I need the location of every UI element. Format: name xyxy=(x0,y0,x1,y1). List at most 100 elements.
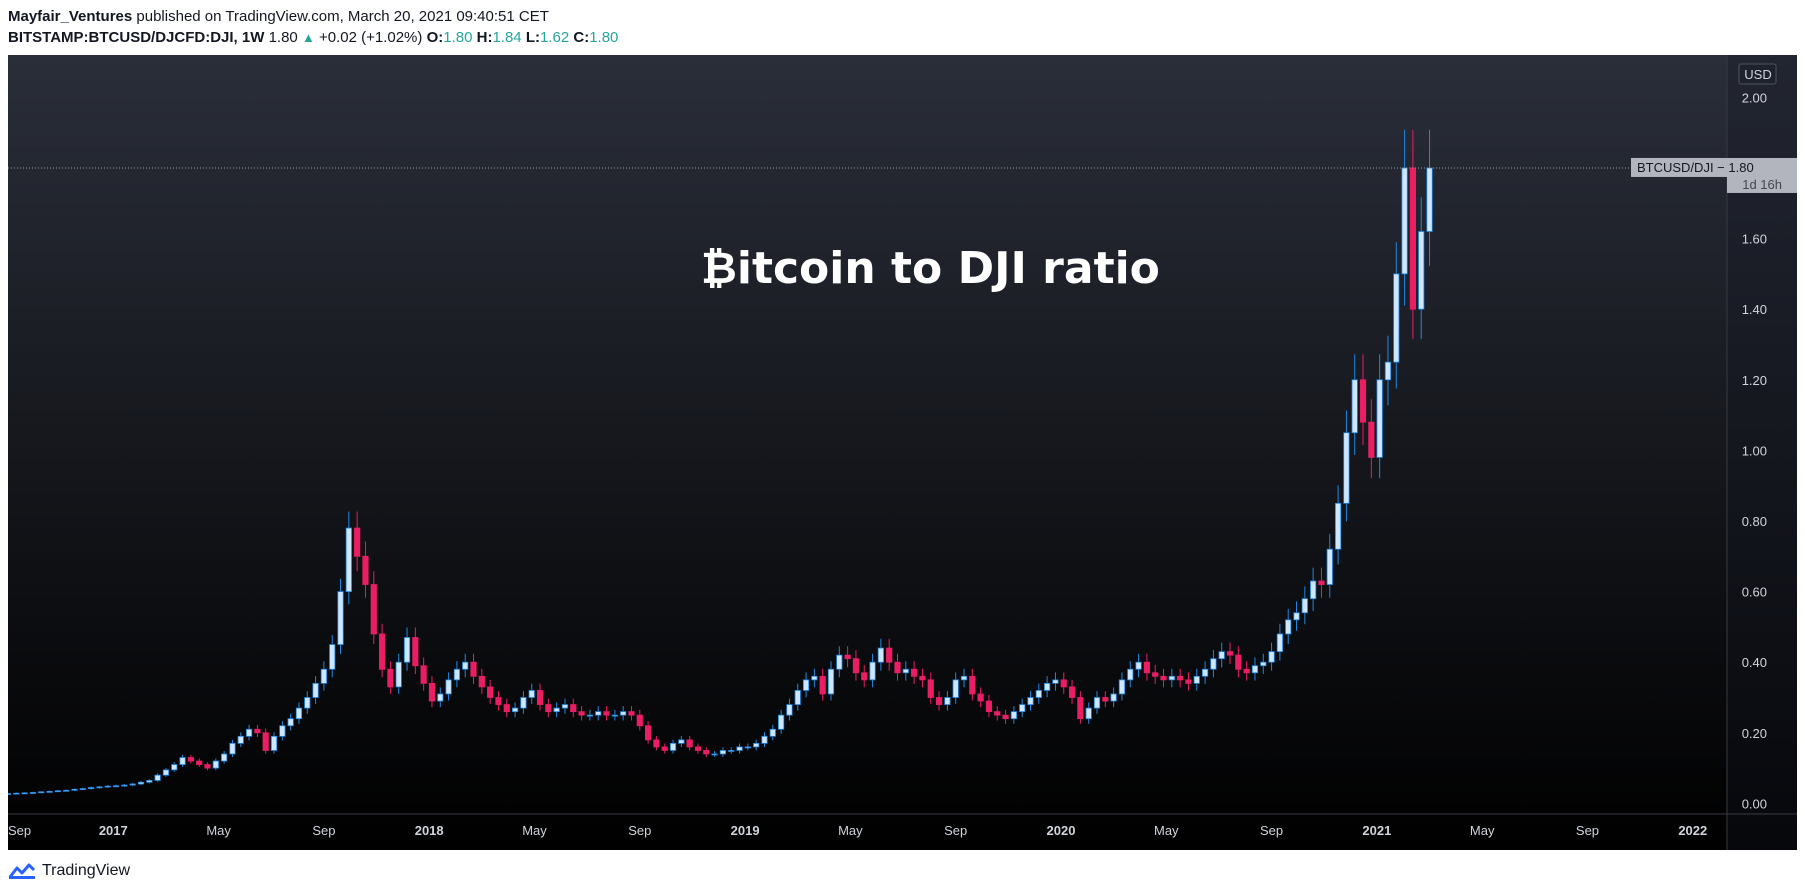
candle xyxy=(378,623,386,678)
tradingview-logo-icon[interactable] xyxy=(8,862,36,880)
candle-body xyxy=(628,711,635,716)
symbol-name[interactable]: BITSTAMP:BTCUSD/DJCFD:DJI, 1W xyxy=(8,29,265,46)
candle-body xyxy=(603,711,610,716)
footer: TradingView xyxy=(8,860,130,882)
candle-body xyxy=(470,661,477,677)
candle-body xyxy=(13,792,20,795)
currency-label[interactable]: USD xyxy=(1738,63,1777,85)
candle-body xyxy=(528,690,535,698)
candle-body xyxy=(38,791,45,794)
candle xyxy=(1343,410,1350,522)
candle-body xyxy=(1409,167,1417,310)
candle xyxy=(462,653,469,678)
candle-body xyxy=(187,757,194,762)
y-tick-label: 1.40 xyxy=(1742,302,1767,317)
candle xyxy=(935,691,943,711)
candle-body xyxy=(836,654,843,670)
candle-body xyxy=(478,675,485,688)
candle-body xyxy=(179,757,186,765)
chart-background xyxy=(8,55,1797,850)
candle-body xyxy=(21,792,28,795)
candle-body xyxy=(1326,548,1333,585)
candle xyxy=(545,698,552,718)
candle xyxy=(1160,668,1167,688)
candle-body xyxy=(428,682,436,702)
candle-body xyxy=(79,788,86,790)
candle-body xyxy=(827,668,835,695)
candle-body xyxy=(935,697,943,705)
y-tick-label: 0.00 xyxy=(1742,796,1767,811)
x-tick-label: May xyxy=(206,823,231,838)
candle-body xyxy=(54,790,61,793)
candle-body xyxy=(1368,421,1375,458)
candle xyxy=(1060,672,1067,694)
candle-body xyxy=(869,661,876,681)
candle xyxy=(354,511,361,572)
x-tick-label: Sep xyxy=(1576,823,1599,838)
candle-body xyxy=(354,527,361,557)
candle-body xyxy=(1185,679,1192,684)
candle-body xyxy=(728,750,735,752)
candle-body xyxy=(196,760,203,765)
candle xyxy=(1326,533,1333,598)
candle-body xyxy=(1318,580,1325,585)
candle xyxy=(387,661,394,694)
candle-body xyxy=(985,700,993,713)
candle xyxy=(212,758,219,771)
candle xyxy=(237,732,244,747)
candle-body xyxy=(852,658,860,674)
candle xyxy=(902,661,909,681)
author-name[interactable]: Mayfair_Ventures xyxy=(8,8,133,25)
candle xyxy=(844,646,851,668)
candle xyxy=(794,683,801,711)
candle xyxy=(744,743,751,751)
candle xyxy=(329,635,336,678)
candle-body xyxy=(279,725,286,737)
candle-body xyxy=(1085,707,1092,720)
candle-body xyxy=(753,742,760,748)
candle xyxy=(96,785,103,789)
candle xyxy=(1260,653,1267,674)
candle xyxy=(669,739,677,754)
candle-body xyxy=(462,661,469,670)
candle-body xyxy=(960,675,968,681)
candle xyxy=(1235,646,1242,678)
candle xyxy=(819,668,826,701)
candle xyxy=(478,668,485,694)
candle xyxy=(694,743,702,754)
candle xyxy=(437,687,444,708)
candle xyxy=(279,721,286,741)
candle xyxy=(162,767,170,777)
candle-body xyxy=(545,704,552,713)
candle-body xyxy=(104,785,111,788)
x-tick-label: Sep xyxy=(312,823,335,838)
up-triangle-icon: ▲ xyxy=(301,30,315,45)
candle-body xyxy=(536,690,544,705)
candle-body xyxy=(1118,679,1126,695)
candle xyxy=(1226,642,1234,665)
candle xyxy=(1251,657,1259,681)
candle-body xyxy=(1093,697,1101,709)
candle-body xyxy=(645,725,652,741)
candle xyxy=(1077,691,1084,724)
candle xyxy=(811,668,818,688)
candle-body xyxy=(503,704,510,713)
candle-body xyxy=(270,735,278,751)
candle-body xyxy=(304,697,311,709)
candle xyxy=(661,743,668,754)
candle-body xyxy=(495,697,502,705)
low-label: L: xyxy=(525,29,540,46)
candle xyxy=(1393,242,1400,389)
candle xyxy=(761,732,768,747)
candle-body xyxy=(1102,697,1109,702)
tradingview-brand[interactable]: TradingView xyxy=(42,862,131,879)
candle-body xyxy=(902,668,909,674)
candle xyxy=(620,706,627,721)
chart-canvas[interactable]: 2.001.801.601.401.201.000.800.600.400.20… xyxy=(8,55,1797,850)
y-tick-label: 1.00 xyxy=(1742,443,1767,458)
candle xyxy=(270,732,278,754)
candle-body xyxy=(46,791,53,793)
candle xyxy=(1027,691,1034,711)
candle xyxy=(104,785,111,788)
candle xyxy=(287,713,294,731)
